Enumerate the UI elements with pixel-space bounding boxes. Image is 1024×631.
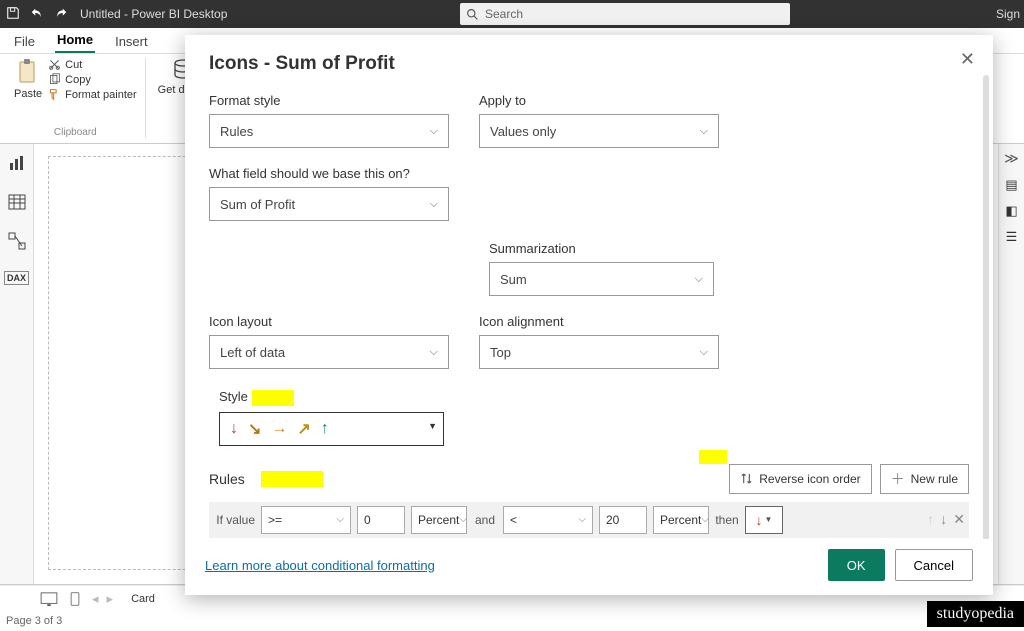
then-label: then [715,513,739,527]
value1-input[interactable]: 0 [357,506,405,534]
icon-alignment-label: Icon alignment [479,314,719,329]
dialog-scrollbar[interactable] [983,75,989,539]
move-up-icon[interactable]: ↑ [927,511,934,528]
save-icon[interactable] [6,6,20,23]
rule-row: If value>=⌵20Percent⌵and<⌵40Percent⌵then… [209,538,969,539]
search-placeholder: Search [485,7,523,21]
close-icon[interactable]: ✕ [960,49,975,70]
move-down-icon[interactable]: ↓ [940,511,947,528]
sign-in[interactable]: Sign [996,7,1020,21]
base-field-select[interactable]: Sum of Profit⌵ [209,187,449,221]
unit2-select[interactable]: Percent⌵ [653,506,709,534]
undo-icon[interactable] [30,6,44,23]
icon-alignment-select[interactable]: Top⌵ [479,335,719,369]
mobile-layout-icon[interactable] [66,592,84,606]
footer-status: Page 3 of 3 [0,611,1024,631]
icons-dialog: ✕ Icons - Sum of Profit Format style Rul… [185,35,993,595]
view-rail: DAX [0,144,34,584]
data-view-icon[interactable] [8,193,26,214]
format-style-select[interactable]: Rules⌵ [209,114,449,148]
summarization-label: Summarization [489,241,714,256]
ok-button[interactable]: OK [828,549,885,581]
cut-icon [48,58,61,71]
clipboard-group-label: Clipboard [54,127,97,138]
style-arrow-icon: ↑ [321,420,329,438]
dialog-title: Icons - Sum of Profit [209,53,969,75]
style-arrow-icon: → [271,420,287,438]
style-arrow-icon: ↓ [230,420,238,438]
title-bar: Untitled - Power BI Desktop Search Sign [0,0,1024,28]
watermark: studyopedia [927,601,1024,627]
rule-row: If value>=⌵0Percent⌵and<⌵20Percent⌵then↓… [209,502,969,538]
value2-input[interactable]: 20 [599,506,647,534]
page-tab-card[interactable]: Card [121,591,165,607]
and-label: and [473,513,497,527]
reverse-icon-order-button[interactable]: Reverse icon order [729,464,871,494]
dax-view-icon[interactable]: DAX [4,271,29,285]
panes-rail: ≫ ▤ ◧ ☰ [998,144,1024,584]
copy-icon [48,73,61,86]
style-label: Style [219,389,444,406]
rules-list: If value>=⌵0Percent⌵and<⌵20Percent⌵then↓… [209,502,969,539]
redo-icon[interactable] [54,6,68,23]
format-style-label: Format style [209,93,449,108]
style-select[interactable]: ▼↓↘→↗↑ [219,412,444,446]
document-title: Untitled - Power BI Desktop [80,7,227,21]
unit1-select[interactable]: Percent⌵ [411,506,467,534]
operator2-select[interactable]: <⌵ [503,506,593,534]
cancel-button[interactable]: Cancel [895,549,973,581]
desktop-layout-icon[interactable] [40,592,58,606]
report-view-icon[interactable] [8,154,26,175]
highlight-marker [699,450,727,464]
icon-picker[interactable]: ↓▼ [745,506,783,534]
format-painter-button[interactable]: Format painter [48,88,137,101]
page-prev[interactable]: ◂ [92,591,99,607]
learn-more-link[interactable]: Learn more about conditional formatting [205,558,435,573]
copy-button[interactable]: Copy [48,73,137,86]
format-painter-icon [48,88,61,101]
model-view-icon[interactable] [8,232,26,253]
apply-to-label: Apply to [479,93,719,108]
page-next[interactable]: ▸ [107,591,114,607]
icon-layout-select[interactable]: Left of data⌵ [209,335,449,369]
new-rule-button[interactable]: ＋New rule [880,464,969,494]
if-value-label: If value [213,513,255,527]
operator1-select[interactable]: >=⌵ [261,506,351,534]
fields-pane-icon[interactable]: ☰ [1006,229,1018,245]
summarization-select[interactable]: Sum⌵ [489,262,714,296]
apply-to-select[interactable]: Values only⌵ [479,114,719,148]
expand-panes-icon[interactable]: ≫ [1004,150,1019,167]
style-arrow-icon: ↗ [297,419,310,439]
icon-layout-label: Icon layout [209,314,449,329]
paste-label: Paste [14,88,42,100]
tab-insert[interactable]: Insert [113,30,150,53]
visualizations-pane-icon[interactable]: ◧ [1005,203,1017,219]
cut-button[interactable]: Cut [48,58,137,71]
swap-icon [740,472,753,485]
dialog-footer: Learn more about conditional formatting … [185,539,993,595]
search-icon [466,8,479,21]
tab-file[interactable]: File [12,30,37,53]
search-box[interactable]: Search [460,3,790,25]
paste-button[interactable]: Paste [14,58,42,100]
style-arrow-icon: ↘ [248,419,261,439]
plus-icon: ＋ [891,469,905,489]
filters-pane-icon[interactable]: ▤ [1005,177,1017,193]
base-field-label: What field should we base this on? [209,166,449,181]
rules-section-label: Rules [209,471,245,487]
tab-home[interactable]: Home [55,28,95,53]
delete-rule-icon[interactable]: ✕ [953,511,965,528]
paste-icon [16,58,40,86]
clipboard-group: Paste Cut Copy Format painter Clipboard [6,58,146,138]
